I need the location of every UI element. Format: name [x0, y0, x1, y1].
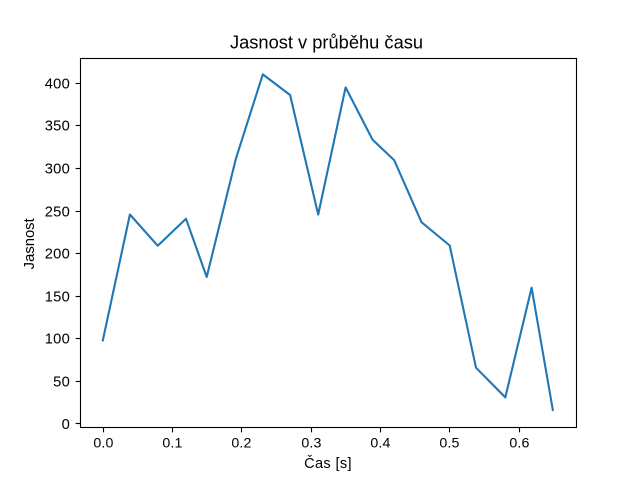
svg-text:0.3: 0.3 [301, 436, 321, 452]
svg-text:250: 250 [45, 204, 70, 220]
svg-text:0: 0 [62, 417, 70, 433]
svg-text:Jasnost v průběhu času: Jasnost v průběhu času [230, 32, 423, 53]
svg-text:Jasnost: Jasnost [22, 218, 38, 269]
svg-text:0.5: 0.5 [439, 436, 459, 452]
svg-text:200: 200 [45, 246, 70, 262]
svg-text:50: 50 [53, 374, 70, 390]
svg-text:300: 300 [45, 161, 70, 177]
svg-text:0.6: 0.6 [509, 436, 529, 452]
svg-text:150: 150 [45, 289, 70, 305]
svg-text:0.0: 0.0 [93, 436, 113, 452]
svg-text:350: 350 [45, 118, 70, 134]
svg-text:100: 100 [45, 331, 70, 347]
svg-text:Čas [s]: Čas [s] [304, 455, 352, 472]
svg-text:400: 400 [45, 76, 70, 92]
svg-text:0.1: 0.1 [162, 436, 182, 452]
svg-text:0.2: 0.2 [231, 436, 251, 452]
svg-text:0.4: 0.4 [370, 436, 390, 452]
